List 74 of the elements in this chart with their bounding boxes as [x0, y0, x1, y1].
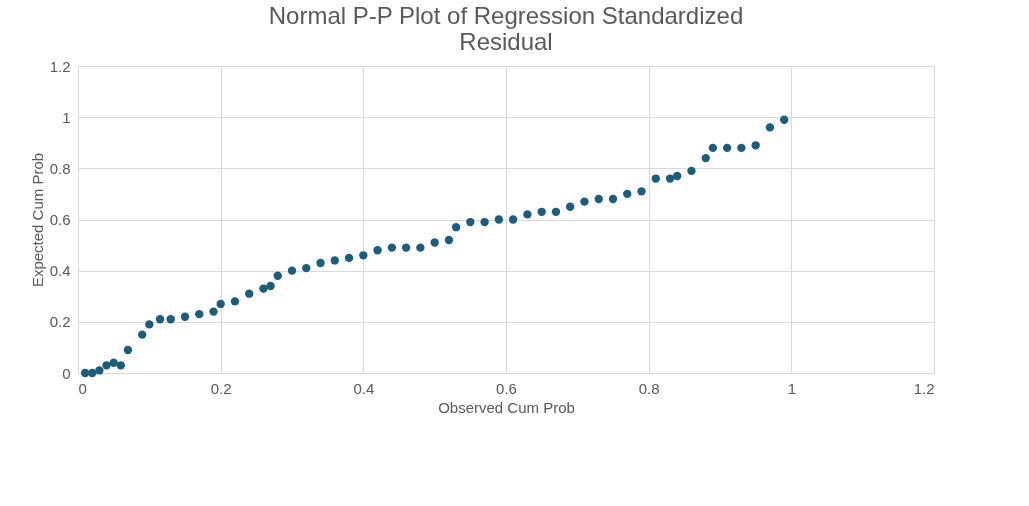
point — [687, 166, 696, 176]
point — [780, 115, 789, 124]
point — [180, 312, 190, 321]
x-tick-label: 0 — [78, 379, 87, 397]
x-tick-label: 0.4 — [353, 379, 375, 397]
x-axis-title: Observed Cum Prob — [438, 398, 575, 416]
y-axis-title: Expected Cum Prob — [28, 152, 46, 288]
x-tick-label: 0.6 — [496, 379, 517, 397]
point — [401, 243, 411, 252]
point — [359, 251, 368, 260]
point — [116, 361, 125, 370]
point — [302, 263, 311, 273]
point — [551, 207, 561, 216]
point — [637, 187, 646, 196]
text: Residual — [459, 28, 553, 55]
point — [166, 315, 175, 324]
point — [230, 297, 240, 306]
point — [155, 315, 165, 324]
point — [330, 256, 339, 265]
point — [451, 223, 461, 232]
point — [523, 210, 532, 219]
point — [722, 143, 732, 153]
point — [102, 361, 111, 370]
point — [480, 217, 489, 227]
point — [737, 143, 746, 153]
point — [273, 271, 282, 280]
y-tick-label: 0.6 — [49, 211, 71, 228]
point — [673, 171, 682, 181]
point — [416, 243, 425, 252]
point — [466, 217, 475, 227]
point — [109, 358, 118, 367]
point — [430, 238, 439, 247]
point — [651, 174, 660, 183]
point — [287, 266, 297, 275]
point — [665, 174, 675, 183]
point — [537, 207, 546, 216]
point — [387, 243, 397, 252]
point — [373, 246, 382, 255]
point — [138, 330, 147, 339]
point — [216, 299, 225, 309]
point — [751, 141, 760, 150]
point — [608, 194, 618, 204]
x-tick-label: 1.2 — [913, 379, 935, 397]
x-tick-label: 1 — [787, 379, 797, 397]
point — [88, 368, 97, 378]
y-tick-label: 0.8 — [49, 159, 71, 177]
point — [145, 320, 154, 329]
point — [594, 194, 603, 204]
point — [765, 123, 775, 132]
y-tick-label: 0.4 — [49, 262, 71, 280]
point — [259, 284, 268, 293]
point — [209, 307, 218, 316]
point — [623, 189, 632, 199]
point — [316, 258, 325, 268]
point — [566, 202, 575, 211]
text: Normal P-P Plot of Regression Standardized — [268, 2, 744, 29]
point — [708, 143, 718, 153]
x-tick-label: 0.2 — [210, 379, 232, 397]
point — [266, 281, 275, 291]
point — [508, 215, 518, 224]
x-tick-label: 0.8 — [638, 379, 660, 397]
point — [245, 289, 254, 298]
y-tick-label: 1 — [62, 108, 71, 126]
point — [580, 197, 589, 206]
y-tick-label: 0 — [62, 364, 71, 382]
point — [494, 215, 504, 224]
point — [195, 309, 204, 319]
y-tick-label: 0.2 — [49, 313, 71, 331]
point — [344, 253, 354, 263]
point — [444, 235, 454, 245]
point — [95, 366, 104, 375]
point — [123, 345, 133, 355]
point — [701, 153, 710, 163]
y-tick-label: 1.2 — [49, 57, 71, 75]
